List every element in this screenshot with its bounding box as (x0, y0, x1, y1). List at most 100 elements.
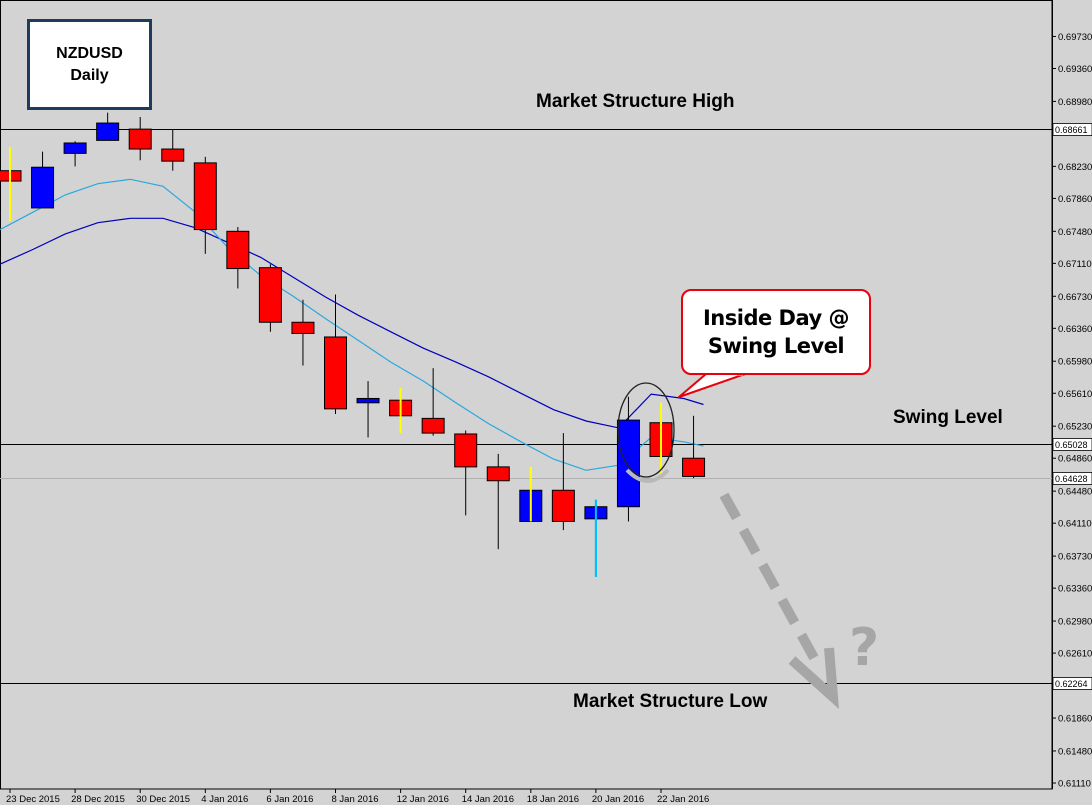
market-structure-high-label: Market Structure High (536, 91, 735, 112)
x-tick-label: 6 Jan 2016 (266, 794, 313, 805)
candle-body (226, 230, 250, 270)
level-price-label: 0.68661 (1055, 125, 1088, 135)
y-tick-label: 0.61480 (1058, 746, 1092, 757)
x-tick-label: 20 Jan 2016 (592, 794, 644, 805)
moving-average-line (0, 178, 704, 471)
candle (551, 433, 575, 531)
y-tick-label: 0.64110 (1058, 519, 1092, 530)
candle (0, 147, 22, 221)
candle-body (486, 466, 510, 482)
inside-day-callout: Inside Day @ Swing Level (681, 289, 871, 375)
level-price-label: 0.64628 (1055, 474, 1088, 484)
projection-arrow-shaft (719, 492, 823, 668)
candle-body (454, 433, 478, 468)
x-tick-label: 18 Jan 2016 (527, 794, 579, 805)
y-tick-label: 0.67860 (1058, 194, 1092, 205)
level-price-label: 0.62264 (1055, 679, 1088, 689)
candle-body (291, 321, 315, 335)
candle-body (421, 417, 445, 434)
candle-body (63, 142, 87, 154)
timeframe-label: Daily (70, 66, 109, 84)
candle-body (31, 166, 55, 209)
candle-body (258, 267, 282, 323)
symbol-label: NZDUSD (56, 44, 123, 62)
y-tick-label: 0.66360 (1058, 324, 1092, 335)
candle (649, 402, 673, 475)
candle-body (193, 162, 217, 231)
market-structure-low-label: Market Structure Low (573, 691, 768, 712)
candle (682, 415, 706, 479)
moving-average-line (0, 217, 704, 429)
candle (584, 499, 608, 577)
candle-body (356, 397, 380, 404)
x-tick-label: 12 Jan 2016 (397, 794, 449, 805)
y-tick-label: 0.69360 (1058, 64, 1092, 75)
y-tick-label: 0.63730 (1058, 552, 1092, 563)
candle (226, 226, 250, 289)
candle-body (324, 336, 347, 410)
candle (389, 388, 413, 434)
x-tick-label: 23 Dec 2015 (6, 794, 60, 805)
x-tick-label: 22 Jan 2016 (657, 794, 709, 805)
y-tick-label: 0.65980 (1058, 357, 1092, 368)
callout-line-1: Inside Day @ (702, 306, 850, 330)
candle (324, 294, 347, 415)
y-tick-label: 0.64480 (1058, 487, 1092, 498)
candle-body (128, 128, 152, 150)
y-tick-label: 0.62610 (1058, 649, 1092, 660)
projection-arrow-head (788, 647, 840, 710)
candle-body (616, 419, 640, 508)
plot-frame (0, 0, 1053, 790)
x-tick-label: 8 Jan 2016 (332, 794, 379, 805)
level-price-tag (1052, 438, 1092, 451)
y-tick-label: 0.69730 (1058, 32, 1092, 43)
symbol-box: NZDUSD Daily (27, 19, 152, 110)
y-tick-label: 0.67110 (1058, 259, 1092, 270)
x-tick-label: 4 Jan 2016 (201, 794, 248, 805)
y-tick-label: 0.68230 (1058, 162, 1092, 173)
level-price-tag (1052, 677, 1092, 690)
candle (519, 466, 543, 522)
level-price-tag (1052, 123, 1092, 136)
x-tick-label: 14 Jan 2016 (462, 794, 514, 805)
candle (486, 453, 510, 550)
candle-body (96, 122, 120, 141)
question-mark: ? (849, 618, 880, 678)
candle (616, 396, 640, 522)
swing-level-label: Swing Level (893, 407, 1003, 428)
candle (161, 129, 185, 171)
y-tick-label: 0.64860 (1058, 454, 1092, 465)
callout-pointer (678, 373, 746, 398)
y-tick-label: 0.65610 (1058, 389, 1092, 400)
y-tick-label: 0.61860 (1058, 714, 1092, 725)
level-price-tag (1052, 472, 1092, 485)
level-price-label: 0.65028 (1055, 440, 1088, 450)
y-tick-label: 0.66730 (1058, 292, 1092, 303)
x-tick-label: 30 Dec 2015 (136, 794, 190, 805)
candle (421, 368, 445, 436)
candle-body (551, 489, 575, 522)
candle (31, 151, 55, 209)
candle (291, 299, 315, 366)
x-tick-label: 28 Dec 2015 (71, 794, 125, 805)
y-tick-label: 0.62980 (1058, 617, 1092, 628)
candle (128, 116, 152, 161)
candle (258, 264, 282, 332)
y-tick-label: 0.68980 (1058, 97, 1092, 108)
callout-line-2: Swing Level (707, 334, 845, 358)
y-tick-label: 0.61110 (1058, 779, 1091, 790)
candle (454, 430, 478, 516)
candle (63, 141, 87, 167)
y-tick-label: 0.67480 (1058, 227, 1092, 238)
candle-body (682, 457, 706, 477)
ellipse-shadow (625, 468, 670, 483)
inside-day-ellipse (617, 382, 675, 478)
candle-body (161, 148, 185, 162)
candle (96, 112, 120, 141)
y-tick-label: 0.63360 (1058, 584, 1092, 595)
y-tick-label: 0.65230 (1058, 422, 1092, 433)
candle (193, 156, 217, 254)
candle (356, 381, 380, 438)
